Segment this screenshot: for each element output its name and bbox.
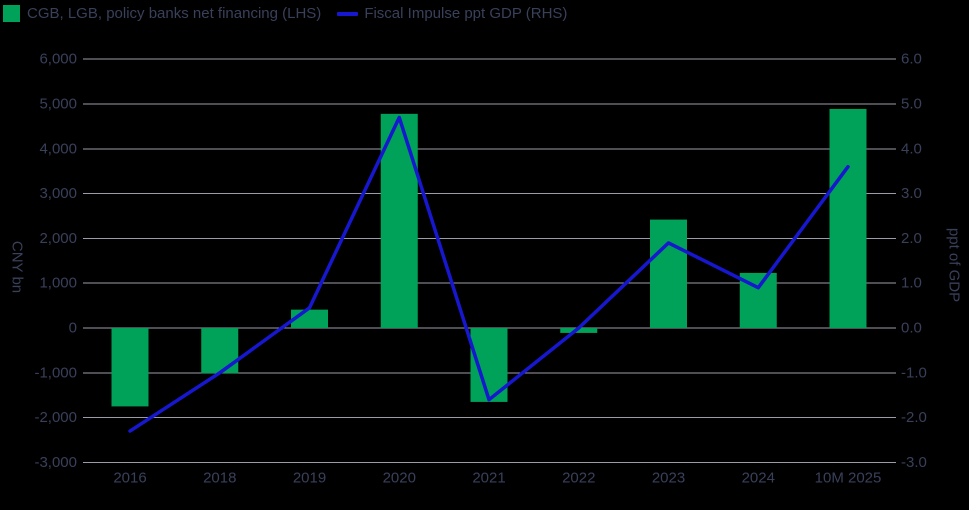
right-axis-tick-label: -1.0 (901, 364, 927, 381)
bar-2018 (201, 328, 239, 374)
x-axis-tick-label: 2023 (652, 470, 685, 487)
legend-item-bars: CGB, LGB, policy banks net financing (LH… (3, 5, 321, 22)
right-axis-tick-label: 4.0 (901, 140, 922, 157)
x-axis-tick-label: 2022 (562, 470, 595, 487)
line-series-swatch-icon (337, 11, 359, 16)
right-axis-title: ppt of GDP (946, 228, 963, 302)
x-axis-tick-label: 2016 (113, 470, 146, 487)
left-axis-tick-label: 2,000 (39, 230, 77, 247)
bar-10m-2025 (829, 108, 867, 328)
left-axis-tick-label: 0 (69, 320, 77, 337)
right-axis-tick-label: 6.0 (901, 51, 922, 68)
left-axis-tick-label: -1,000 (34, 364, 77, 381)
right-axis-tick-label: 5.0 (901, 96, 922, 113)
right-axis-tick-label: 3.0 (901, 185, 922, 202)
bar-2022 (560, 328, 598, 333)
bar-series-label: CGB, LGB, policy banks net financing (LH… (27, 5, 322, 22)
x-axis-tick-label: 2019 (293, 470, 326, 487)
legend-item-line: Fiscal Impulse ppt GDP (RHS) (337, 5, 567, 22)
left-axis-tick-label: -3,000 (34, 454, 77, 471)
bar-2016 (111, 328, 149, 407)
right-axis-tick-label: -2.0 (901, 409, 927, 426)
fiscal-impulse-line (128, 115, 850, 433)
right-axis-tick-label: 0.0 (901, 320, 922, 337)
right-axis-tick-label: 2.0 (901, 230, 922, 247)
x-axis-tick-label: 2024 (742, 470, 775, 487)
left-axis-tick-label: 3,000 (39, 185, 77, 202)
bar-series-swatch-icon (3, 5, 20, 22)
legend: CGB, LGB, policy banks net financing (LH… (3, 5, 567, 22)
left-axis-tick-label: -2,000 (34, 409, 77, 426)
right-axis-tick-label: 1.0 (901, 275, 922, 292)
x-axis-tick-label: 2020 (383, 470, 416, 487)
x-axis-tick-label: 10M 2025 (815, 470, 882, 487)
left-axis-tick-label: 5,000 (39, 96, 77, 113)
x-axis-tick-label: 2018 (203, 470, 236, 487)
left-axis-title: CNY bn (9, 241, 26, 293)
bar-2023 (650, 219, 687, 328)
left-axis-tick-label: 6,000 (39, 51, 77, 68)
x-axis-tick-label: 2021 (472, 470, 505, 487)
line-series-label: Fiscal Impulse ppt GDP (RHS) (364, 5, 568, 22)
right-axis-tick-label: -3.0 (901, 454, 927, 471)
bar-2020 (380, 113, 418, 328)
left-axis-tick-label: 1,000 (39, 275, 77, 292)
left-axis-tick-label: 4,000 (39, 140, 77, 157)
